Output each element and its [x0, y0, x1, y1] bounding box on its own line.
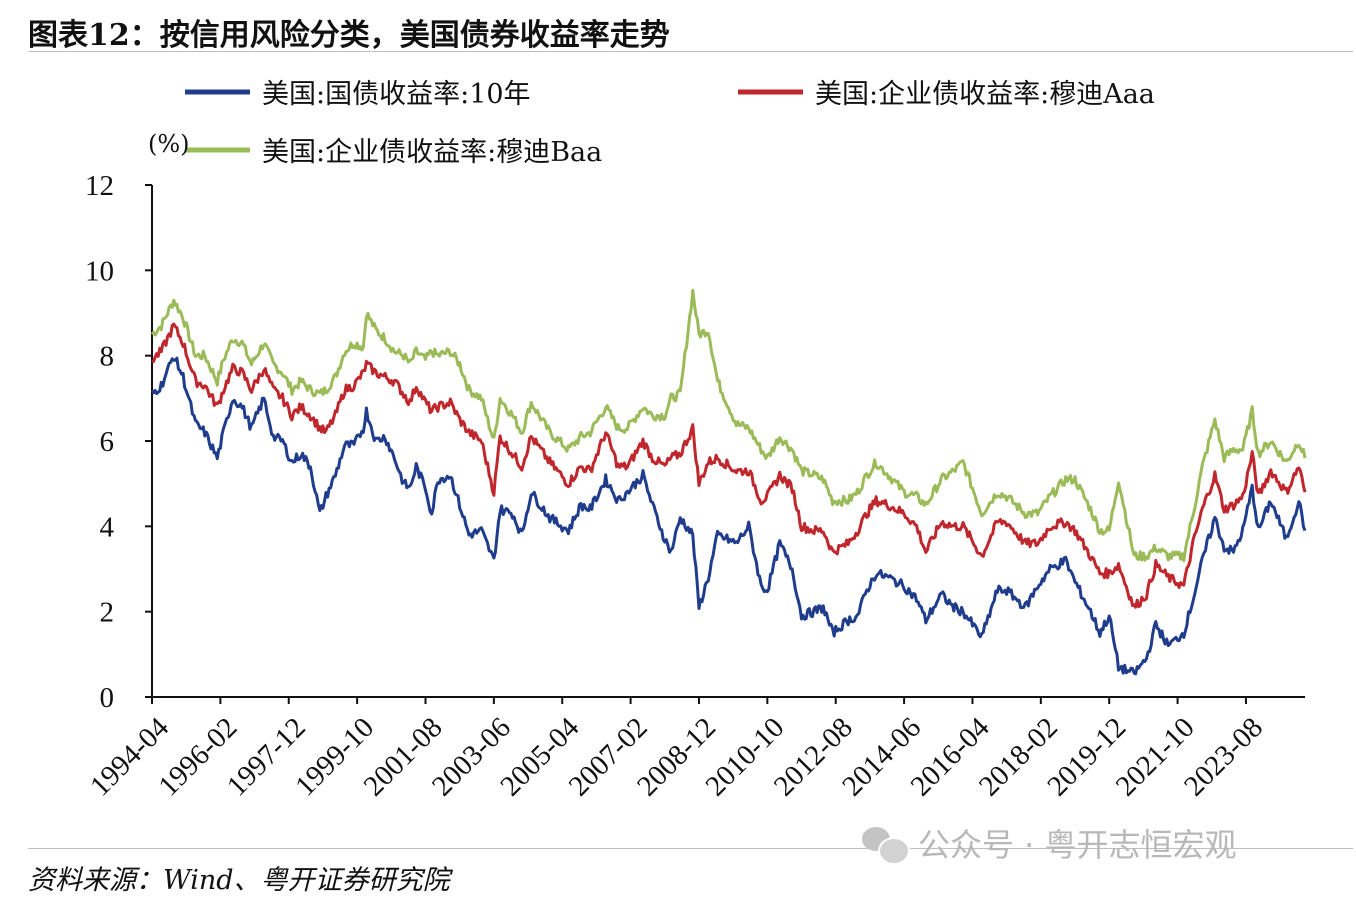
- watermark-text: 公众号 · 粤开志恒宏观: [918, 826, 1237, 864]
- watermark: 公众号 · 粤开志恒宏观: [862, 820, 1237, 866]
- y-tick-label: 10: [85, 255, 114, 287]
- series-line-2: [150, 288, 1307, 563]
- y-tick-label: 4: [100, 511, 115, 543]
- chart-title: 图表12：按信用风险分类，美国债券收益率走势: [28, 18, 670, 53]
- y-tick-label: 2: [100, 597, 115, 629]
- y-tick-label: 8: [100, 341, 115, 373]
- legend-label-1: 美国:企业债收益率:穆迪Aaa: [815, 79, 1155, 110]
- y-tick-label: 0: [100, 682, 115, 714]
- source-note: 资料来源：Wind、粤开证券研究院: [28, 865, 450, 896]
- series-line-1: [151, 322, 1307, 609]
- y-tick-label: 12: [85, 170, 114, 202]
- wechat-icon: [862, 823, 910, 865]
- legend: 美国:国债收益率:10年 美国:企业债收益率:穆迪Aaa 美国:企业债收益率:穆迪B…: [185, 79, 1155, 168]
- legend-label-2: 美国:企业债收益率:穆迪Baa: [262, 137, 602, 168]
- top-divider: [28, 51, 1353, 52]
- series-line-0: [150, 356, 1307, 676]
- y-tick-label: 6: [100, 426, 115, 458]
- legend-label-0: 美国:国债收益率:10年: [262, 79, 531, 110]
- bottom-divider: [28, 848, 1353, 849]
- y-axis-unit-label: (%): [148, 130, 190, 158]
- series-layer: [150, 288, 1307, 676]
- axes: 0246810121994-041996-021997-121999-10200…: [84, 170, 1305, 802]
